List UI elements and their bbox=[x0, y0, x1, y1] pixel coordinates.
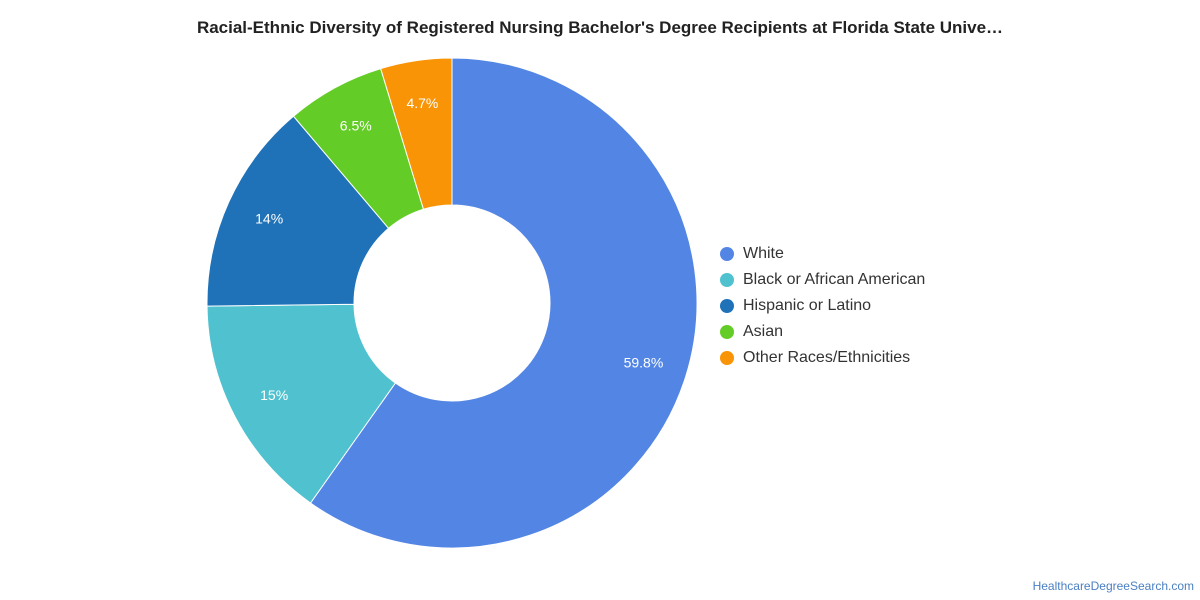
legend-item-asian[interactable]: Asian bbox=[720, 319, 925, 345]
legend-swatch-asian bbox=[720, 325, 734, 339]
legend-swatch-hispanic-or-latino bbox=[720, 299, 734, 313]
slice-label-asian: 6.5% bbox=[340, 117, 372, 133]
legend-label-black-or-african-american: Black or African American bbox=[743, 271, 926, 288]
source-credit-link[interactable]: HealthcareDegreeSearch.com bbox=[1032, 579, 1194, 593]
slice-black-or-african-american[interactable] bbox=[206, 303, 397, 504]
legend-swatch-other-races-ethnicities bbox=[720, 351, 734, 365]
legend-item-black-or-african-american[interactable]: Black or African American bbox=[720, 267, 925, 293]
slice-label-black-or-african-american: 15% bbox=[260, 387, 288, 403]
legend: White Black or African American Hispanic… bbox=[720, 241, 925, 371]
legend-label-asian: Asian bbox=[743, 323, 784, 340]
legend-label-other-races-ethnicities: Other Races/Ethnicities bbox=[743, 349, 911, 366]
chart-title: Racial-Ethnic Diversity of Registered Nu… bbox=[196, 18, 1004, 37]
legend-item-other-races-ethnicities[interactable]: Other Races/Ethnicities bbox=[720, 345, 925, 371]
slice-label-white: 59.8% bbox=[624, 355, 664, 371]
legend-item-white[interactable]: White bbox=[720, 241, 925, 267]
slice-labels-group: 59.8% 15% 14% 6.5% 4.7% bbox=[255, 95, 663, 403]
slices-group bbox=[206, 57, 698, 549]
slice-white[interactable] bbox=[309, 57, 698, 549]
legend-label-hispanic-or-latino: Hispanic or Latino bbox=[743, 297, 872, 314]
legend-swatch-white bbox=[720, 247, 734, 261]
legend-label-white: White bbox=[743, 245, 784, 262]
slice-hispanic-or-latino[interactable] bbox=[206, 115, 390, 307]
legend-swatch-black-or-african-american bbox=[720, 273, 734, 287]
slice-label-other-races-ethnicities: 4.7% bbox=[406, 95, 438, 111]
slice-label-hispanic-or-latino: 14% bbox=[255, 210, 283, 226]
slice-other-races-ethnicities[interactable] bbox=[380, 57, 453, 210]
legend-item-hispanic-or-latino[interactable]: Hispanic or Latino bbox=[720, 293, 925, 319]
